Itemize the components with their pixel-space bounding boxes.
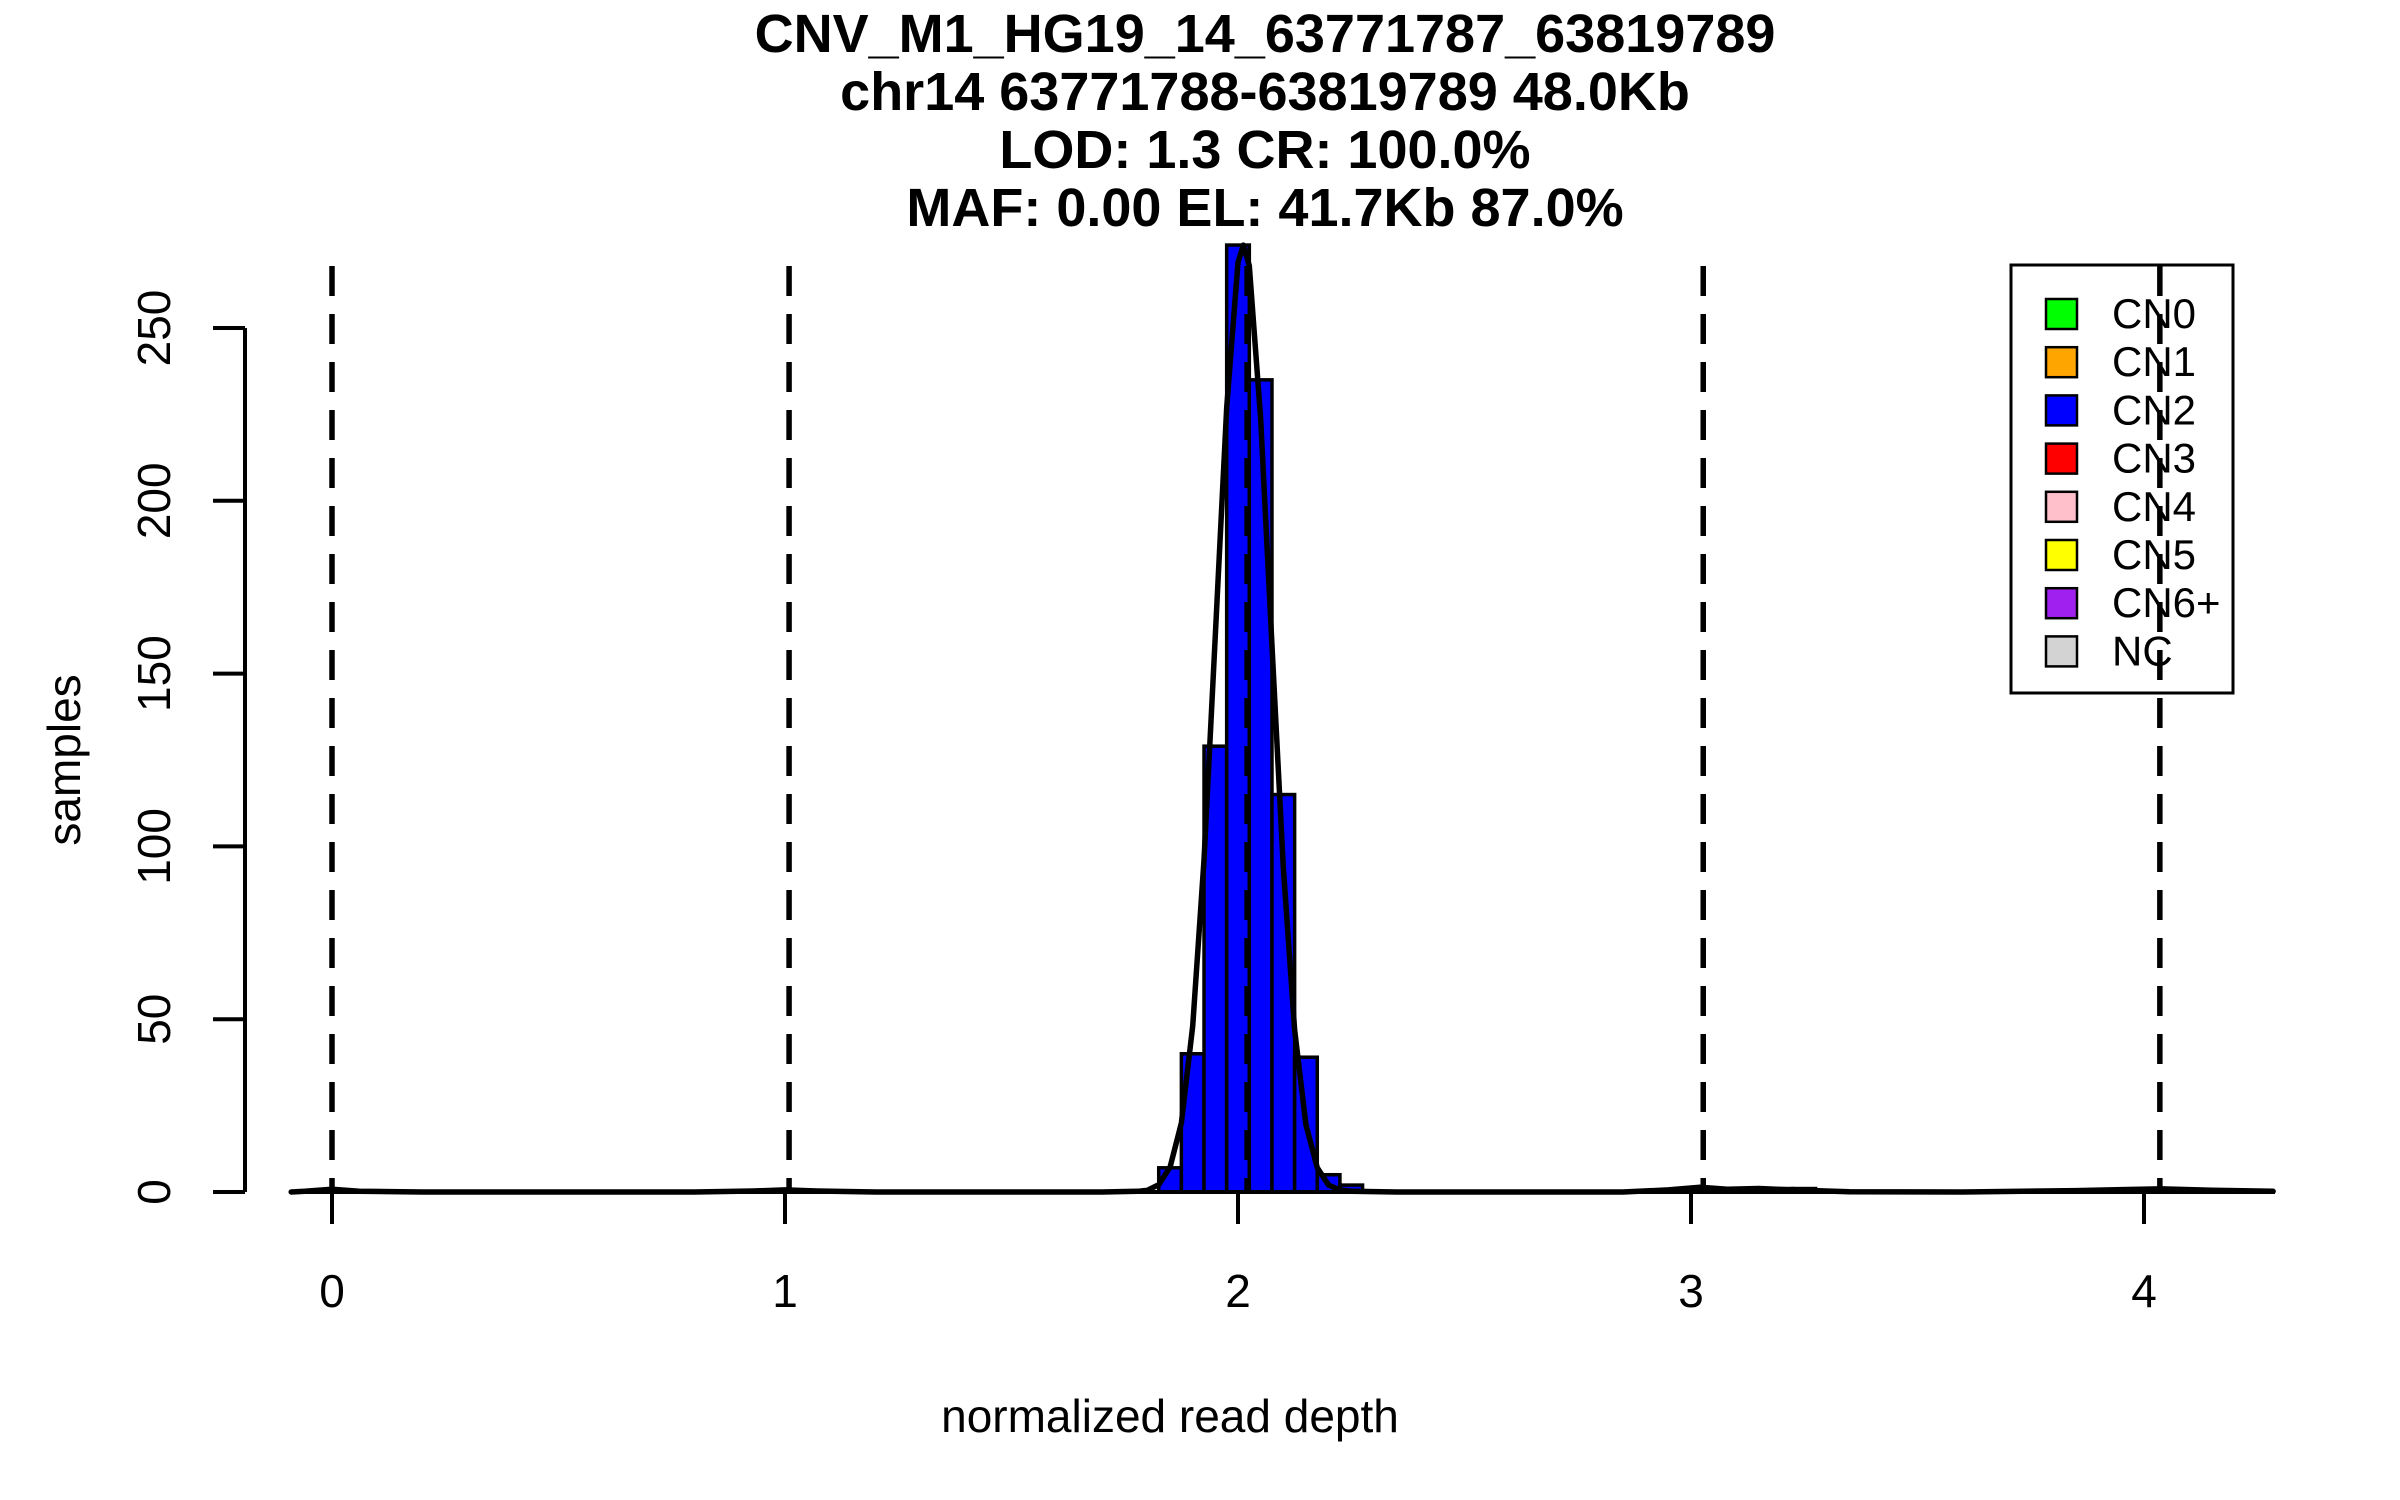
legend-label: CN0 [2112, 290, 2196, 337]
title-line-4: MAF: 0.00 EL: 41.7Kb 87.0% [906, 178, 1623, 238]
legend-label: CN6+ [2112, 579, 2221, 626]
title-line-2: chr14 63771788-63819789 48.0Kb [840, 62, 1690, 122]
title-line-1: CNV_M1_HG19_14_63771787_63819789 [755, 4, 1776, 64]
x-tick-label: 3 [1678, 1265, 1704, 1317]
y-tick-label: 100 [128, 808, 180, 885]
x-axis-title: normalized read depth [941, 1390, 1399, 1442]
legend-label: CN5 [2112, 531, 2196, 578]
cn-guide-lines [329, 266, 2163, 1192]
legend-label: CN2 [2112, 386, 2196, 433]
histogram-bar [1247, 378, 1274, 1194]
y-tick-label: 0 [128, 1179, 180, 1205]
plot-title: CNV_M1_HG19_14_63771787_63819789 chr14 6… [755, 4, 1776, 238]
y-tick-label: 150 [128, 635, 180, 712]
legend-label: CN1 [2112, 338, 2196, 385]
y-axis: 0 50 100 150 200 250 [128, 290, 247, 1205]
x-tick-label: 2 [1225, 1265, 1251, 1317]
x-tick-label: 0 [319, 1265, 345, 1317]
x-axis: 0 1 2 3 4 [291, 1190, 2275, 1317]
x-tick-label: 4 [2131, 1265, 2157, 1317]
legend-swatch-cn5 [2044, 538, 2079, 572]
legend-swatch-cn4 [2044, 490, 2079, 524]
y-tick-label: 200 [128, 462, 180, 539]
legend-swatch-cn6plus [2044, 586, 2079, 620]
legend-swatch-cn0 [2044, 297, 2079, 331]
legend-label: CN3 [2112, 435, 2196, 482]
y-axis-title: samples [38, 674, 90, 845]
legend-box [2009, 263, 2235, 695]
legend-swatch-nc [2044, 635, 2079, 668]
y-tick-label: 250 [128, 290, 180, 367]
legend-swatch-cn1 [2044, 345, 2079, 379]
legend-swatch-cn3 [2044, 442, 2079, 475]
title-line-3: LOD: 1.3 CR: 100.0% [999, 120, 1530, 180]
legend-swatch-cn2 [2044, 394, 2079, 427]
legend-label: CN4 [2112, 483, 2196, 530]
legend-label: NC [2112, 627, 2173, 674]
y-tick-label: 50 [128, 994, 180, 1045]
x-tick-label: 1 [772, 1265, 798, 1317]
